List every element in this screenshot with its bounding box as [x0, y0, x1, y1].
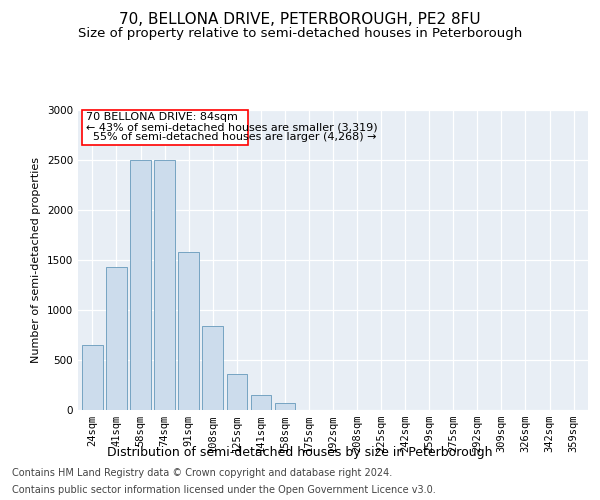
Y-axis label: Number of semi-detached properties: Number of semi-detached properties: [31, 157, 41, 363]
Text: Contains public sector information licensed under the Open Government Licence v3: Contains public sector information licen…: [12, 485, 436, 495]
Bar: [275, 403, 295, 410]
Bar: [227, 374, 247, 410]
Text: 70, BELLONA DRIVE, PETERBOROUGH, PE2 8FU: 70, BELLONA DRIVE, PETERBOROUGH, PE2 8FU: [119, 12, 481, 28]
Bar: [178, 252, 199, 410]
Bar: [202, 326, 223, 410]
Text: Contains HM Land Registry data © Crown copyright and database right 2024.: Contains HM Land Registry data © Crown c…: [12, 468, 392, 477]
Text: 70 BELLONA DRIVE: 84sqm: 70 BELLONA DRIVE: 84sqm: [86, 112, 238, 122]
Text: Size of property relative to semi-detached houses in Peterborough: Size of property relative to semi-detach…: [78, 28, 522, 40]
Bar: [154, 160, 175, 410]
Bar: [251, 395, 271, 410]
Bar: [82, 110, 248, 144]
Bar: [82, 345, 103, 410]
Text: 55% of semi-detached houses are larger (4,268) →: 55% of semi-detached houses are larger (…: [86, 132, 376, 142]
Text: Distribution of semi-detached houses by size in Peterborough: Distribution of semi-detached houses by …: [107, 446, 493, 459]
Bar: [106, 267, 127, 410]
Text: ← 43% of semi-detached houses are smaller (3,319): ← 43% of semi-detached houses are smalle…: [86, 122, 377, 132]
Bar: [130, 160, 151, 410]
